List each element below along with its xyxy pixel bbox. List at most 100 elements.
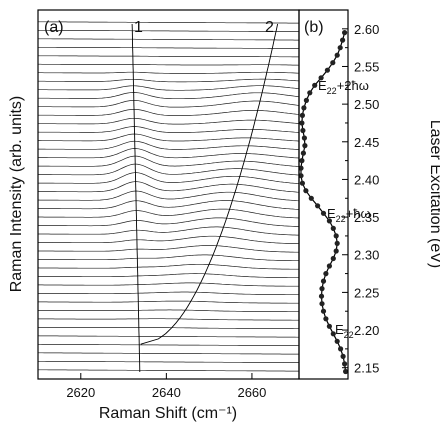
y-tick-label-2.15: 2.15 bbox=[354, 361, 379, 376]
profile-point bbox=[307, 90, 313, 96]
profile-point bbox=[299, 180, 305, 186]
excitation-profile-points bbox=[299, 29, 348, 375]
spectrum-line bbox=[38, 172, 299, 184]
profile-point bbox=[334, 52, 340, 58]
profile-point bbox=[326, 218, 332, 224]
spectrum-line bbox=[38, 29, 299, 32]
profile-point bbox=[300, 150, 306, 156]
spectrum-line bbox=[38, 273, 299, 279]
profile-point bbox=[342, 361, 348, 367]
spectrum-line bbox=[38, 99, 299, 108]
spectrum-line bbox=[38, 263, 299, 270]
annotation-e22: E22 bbox=[335, 322, 354, 340]
spectrum-line bbox=[38, 226, 299, 236]
spectrum-line bbox=[38, 148, 299, 159]
profile-point bbox=[299, 112, 305, 118]
peak-label-1: 1 bbox=[134, 19, 143, 36]
spectrum-line bbox=[38, 108, 299, 116]
spectrum-line bbox=[38, 117, 299, 125]
y-axis-ticks: 2.15 2.20 2.25 2.30 2.35 2.40 2.45 2.50 2.55 2.60 bbox=[342, 22, 379, 376]
profile-point bbox=[330, 255, 336, 262]
spectrum-line bbox=[38, 46, 299, 49]
spectrum-line bbox=[38, 208, 299, 219]
profile-point bbox=[330, 60, 336, 66]
spectrum-line bbox=[38, 200, 299, 210]
profile-point bbox=[333, 233, 339, 239]
excitation-profile-line bbox=[300, 32, 347, 372]
spectrum-line bbox=[38, 343, 299, 347]
profile-point bbox=[342, 29, 348, 36]
x-tick-label-2660: 2660 bbox=[237, 385, 266, 400]
y-tick-label-2.20: 2.20 bbox=[354, 323, 379, 338]
peak-1-trace bbox=[131, 23, 141, 373]
y-tick-label-2.35: 2.35 bbox=[354, 210, 379, 225]
spectrum-line bbox=[38, 352, 299, 355]
peak-2-trace bbox=[140, 23, 279, 345]
profile-point bbox=[312, 82, 318, 88]
profile-point bbox=[323, 271, 329, 277]
spectrum-line bbox=[38, 309, 299, 313]
y-axis-label-left: Raman Intensity (arb. units) bbox=[8, 96, 25, 293]
panel-a-label: (a) bbox=[44, 19, 64, 36]
profile-point bbox=[340, 353, 346, 359]
profile-point bbox=[308, 195, 314, 201]
spectrum-line bbox=[38, 133, 299, 142]
profile-point bbox=[333, 248, 339, 254]
profile-point bbox=[334, 240, 340, 246]
profile-point bbox=[315, 203, 321, 209]
y-tick-label-2.45: 2.45 bbox=[354, 135, 379, 150]
spectrum-line bbox=[38, 300, 299, 304]
spectrum-line bbox=[38, 21, 299, 24]
panel-a-frame bbox=[37, 9, 300, 380]
spectra-group bbox=[38, 21, 299, 372]
profile-point bbox=[319, 301, 325, 307]
profile-point bbox=[303, 188, 309, 194]
panel-b-label: (b) bbox=[304, 19, 324, 36]
spectrum-line bbox=[38, 63, 299, 66]
profile-point bbox=[330, 225, 336, 231]
peak-label-2: 2 bbox=[265, 19, 274, 36]
profile-point bbox=[320, 308, 327, 314]
x-tick-label-2640: 2640 bbox=[152, 385, 181, 400]
spectrum-line bbox=[38, 318, 299, 321]
profile-point bbox=[303, 97, 309, 103]
profile-point bbox=[326, 323, 332, 329]
x-axis-label: Raman Shift (cm⁻¹) bbox=[99, 405, 237, 422]
profile-point bbox=[299, 165, 304, 171]
y-tick-label-2.40: 2.40 bbox=[354, 172, 379, 187]
profile-point bbox=[343, 368, 348, 375]
panel-a: 2620 2640 2660 (a) 1 2 Raman Shift (cm⁻¹) … bbox=[8, 9, 300, 422]
panel-b: 2.15 2.20 2.25 2.30 2.35 2.40 2.45 2.50 2.55 2.60… bbox=[298, 9, 440, 380]
profile-point bbox=[319, 286, 325, 292]
spectrum-line bbox=[38, 92, 299, 100]
y-tick-label-2.30: 2.30 bbox=[354, 248, 379, 263]
y-tick-label-2.25: 2.25 bbox=[354, 285, 379, 300]
profile-point bbox=[302, 143, 308, 149]
spectrum-line bbox=[38, 335, 299, 338]
x-axis-ticks: 2620 2640 2660 bbox=[66, 373, 266, 400]
profile-point bbox=[324, 67, 330, 73]
panel-b-frame bbox=[298, 9, 349, 380]
profile-point bbox=[301, 135, 307, 141]
x-tick-label-2620: 2620 bbox=[66, 385, 95, 400]
y-tick-label-2.60: 2.60 bbox=[354, 22, 379, 37]
profile-point bbox=[320, 210, 327, 216]
profile-point bbox=[338, 346, 344, 352]
spectrum-line bbox=[38, 235, 299, 245]
profile-point bbox=[299, 120, 305, 126]
profile-point bbox=[318, 293, 325, 299]
profile-point bbox=[301, 105, 307, 111]
profile-point bbox=[323, 316, 329, 322]
profile-point bbox=[318, 75, 324, 81]
spectrum-line bbox=[38, 190, 299, 202]
y-tick-label-2.55: 2.55 bbox=[354, 59, 379, 74]
profile-point bbox=[340, 37, 346, 43]
spectrum-line bbox=[38, 38, 299, 41]
profile-point bbox=[334, 338, 340, 344]
profile-point bbox=[330, 331, 336, 337]
y-tick-label-2.50: 2.50 bbox=[354, 97, 379, 112]
annotation-e22-2hw: E22+2ħω bbox=[318, 78, 369, 96]
spectrum-line bbox=[38, 163, 299, 176]
spectrum-line bbox=[38, 254, 299, 262]
